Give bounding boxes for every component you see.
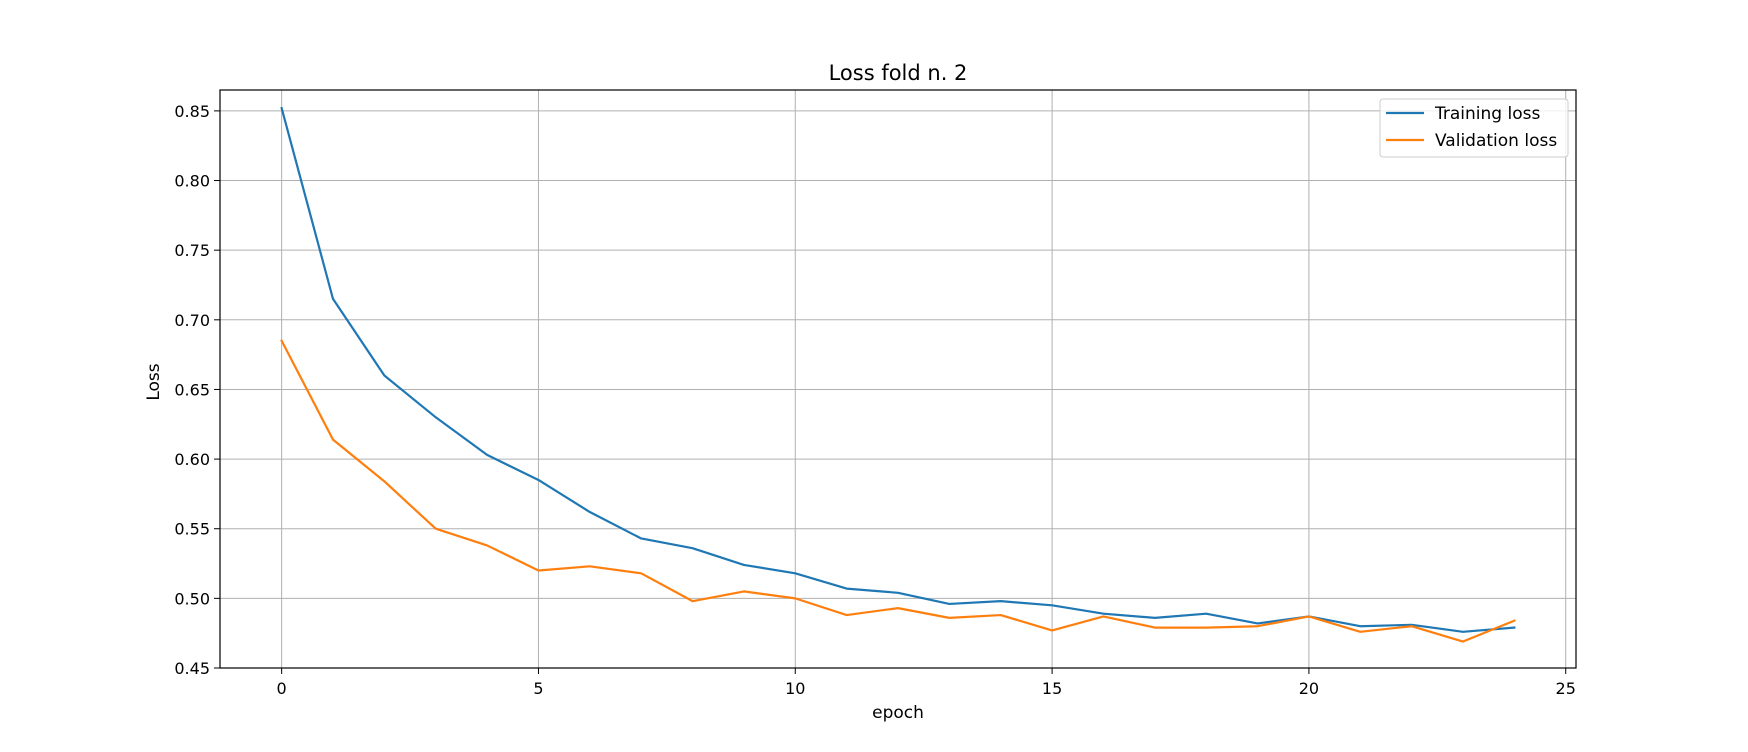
y-tick-label: 0.65 [174,380,210,399]
y-axis-label: Loss [144,363,164,400]
y-tick-label: 0.70 [174,311,210,330]
grid [220,90,1576,669]
legend-box [1379,98,1569,158]
x-tick-label: 10 [785,679,805,698]
x-tick-label: 15 [1042,679,1062,698]
y-tick-label: 0.50 [174,589,210,608]
x-tick-label: 0 [277,679,287,698]
ticks: 0 5 10 15 20 25 0.45 0.50 0.55 0.60 0.65 0.70 0.75 0.… [174,102,1576,698]
y-tick-label: 0.80 [174,172,210,191]
chart-title: Loss fold n. 2 [829,61,968,85]
y-tick-label: 0.75 [174,241,210,260]
y-tick-label: 0.55 [174,520,210,539]
x-tick-label: 20 [1299,679,1319,698]
y-tick-label: 0.45 [174,659,210,678]
legend-label-training: Training loss [1434,104,1540,124]
x-tick-label: 5 [533,679,543,698]
y-tick-label: 0.85 [174,102,210,121]
plot-frame [219,89,1577,669]
legend: Training loss Validation loss [1379,98,1569,158]
series-line-validation [280,339,1516,643]
x-tick-label: 25 [1556,679,1576,698]
legend-label-validation: Validation loss [1435,131,1557,151]
x-axis-label: epoch [872,703,924,723]
y-tick-label: 0.60 [174,450,210,469]
series-layer [280,106,1516,643]
